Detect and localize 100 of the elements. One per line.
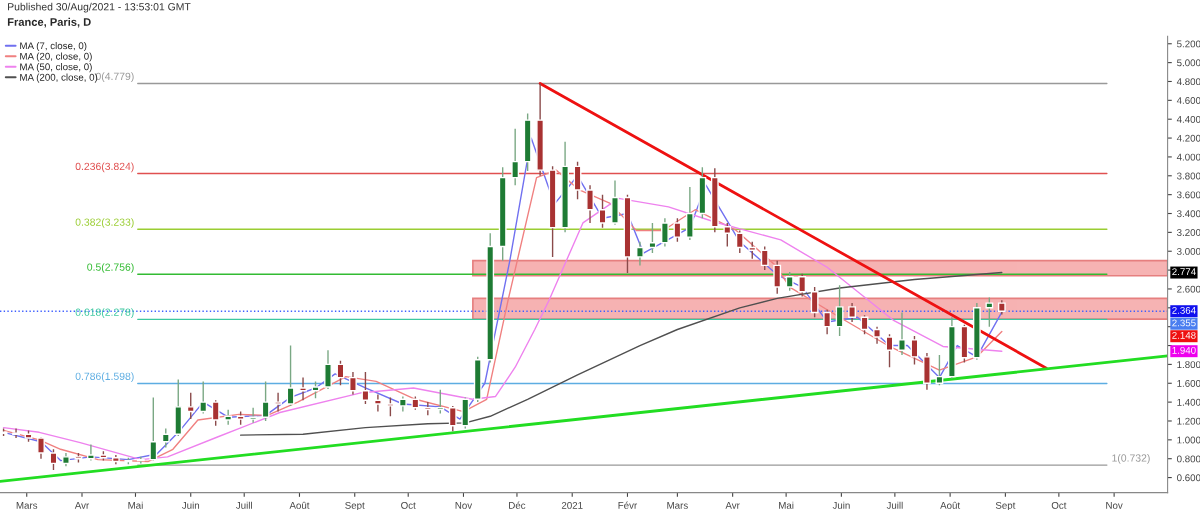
candlestick (810, 286, 819, 318)
x-tick-label: Oct (1051, 501, 1067, 509)
y-tick-label: 4.800 (1176, 78, 1200, 86)
y-tick-label: 5.200 (1177, 40, 1200, 48)
x-tick-label: Mars (667, 502, 688, 509)
candlestick (161, 427, 170, 449)
candlestick (211, 399, 220, 427)
y-tick-label: 1.200 (1177, 417, 1200, 425)
y-tick-label: 3.800 (1177, 172, 1200, 180)
candlestick (848, 302, 856, 323)
candlestick (286, 344, 295, 407)
legend-label: MA (20, close, 0) (20, 52, 92, 62)
candlestick (735, 229, 744, 254)
candlestick (598, 193, 607, 229)
x-tick-label: 2021 (561, 501, 583, 509)
y-tick-label: 3.200 (1177, 229, 1200, 236)
y-tick-label: 3.000 (1177, 247, 1200, 255)
candlestick (87, 443, 95, 462)
candlestick (760, 245, 769, 271)
candlestick (423, 401, 432, 417)
candlestick (511, 127, 520, 186)
candlestick (661, 217, 669, 248)
x-tick-label: Août (289, 501, 310, 509)
text: Published 30/Aug/2021 - 13:53:01 GMT (8, 2, 191, 13)
x-tick-label: Juin (832, 501, 850, 509)
candlestick (835, 284, 844, 337)
y-tick-label: 0.600 (1177, 474, 1200, 482)
candlestick (386, 396, 395, 417)
candlestick (723, 222, 732, 248)
candlestick (573, 160, 582, 201)
candlestick (49, 448, 58, 471)
candlestick (773, 259, 782, 295)
ref-line-label: 0.382(3.233) (75, 218, 134, 228)
y-tick-label: 3.600 (1177, 191, 1200, 199)
y-tick-label: 0.800 (1177, 455, 1200, 463)
y-tick-label: 4.000 (1176, 153, 1200, 161)
candlestick (12, 427, 20, 439)
y-tick-label: 4.200 (1176, 134, 1200, 142)
y-tick-label: 1.600 (1177, 380, 1200, 387)
candlestick (673, 217, 682, 243)
candlestick (648, 222, 657, 254)
x-tick-label: Juill (886, 501, 903, 509)
ref-line-label: 0.5(2.756) (87, 263, 134, 273)
y-tick-label: 3.400 (1177, 210, 1200, 218)
ref-line-label: 1(0.732) (1112, 454, 1150, 464)
x-tick-label: Avr (74, 502, 90, 509)
candlestick (361, 371, 370, 405)
x-tick-label: Mai (128, 501, 143, 509)
candlestick (324, 349, 332, 390)
y-tick-label: 1.000 (1177, 436, 1200, 444)
candlestick (935, 354, 944, 386)
legend-label: MA (50, close, 0) (20, 63, 92, 73)
candlestick (448, 405, 457, 433)
annotation: 2.774 (1172, 268, 1196, 276)
candlestick (299, 376, 307, 401)
candlestick (37, 436, 45, 460)
x-tick-label: Sept (995, 501, 1016, 510)
x-tick-label: Juin (181, 501, 200, 509)
chart-title: France, Paris, D (7, 17, 91, 28)
text: 2.148 (1172, 331, 1196, 339)
ref-line-label: 0.618(2.278) (75, 308, 134, 318)
candlestick (636, 241, 644, 267)
x-tick-label: Mars (16, 502, 38, 509)
candlestick (349, 371, 357, 396)
x-tick-label: Avr (725, 502, 740, 509)
candlestick (798, 273, 807, 298)
annotation: 1.940 (1172, 346, 1196, 354)
x-tick-label: Août (940, 501, 961, 509)
candlestick (436, 389, 445, 415)
y-tick-label: 1.400 (1177, 398, 1200, 406)
candlestick (261, 380, 270, 422)
candlestick (274, 391, 282, 413)
x-tick-label: Juill (235, 501, 252, 509)
candlestick (898, 311, 906, 356)
line-series (239, 271, 1003, 436)
x-tick-label: Sept (345, 501, 365, 510)
candlestick (910, 335, 919, 366)
x-tick-label: Déc (509, 501, 526, 509)
legend-label: MA (7, close, 0) (20, 42, 87, 52)
candlestick (149, 396, 158, 462)
ref-line-label: 0.236(3.824) (75, 162, 134, 173)
y-tick-label: 2.600 (1177, 285, 1200, 293)
y-tick-label: 4.400 (1176, 115, 1200, 123)
ref-line-label: 0.786(1.598) (75, 372, 134, 383)
candlestick (685, 186, 694, 241)
candlestick (249, 407, 258, 424)
candlestick (186, 391, 195, 420)
y-tick-label: 4.600 (1176, 97, 1200, 104)
legend-label: MA (200, close, 0) (20, 73, 98, 83)
annotation: 2.364 (1172, 306, 1196, 314)
text: 2.355 (1172, 319, 1196, 327)
candlestick (374, 393, 382, 413)
candlestick (199, 380, 208, 415)
candlestick (885, 333, 894, 368)
y-tick-label: 1.800 (1177, 361, 1200, 369)
x-tick-label: Nov (1106, 502, 1123, 509)
candlestick (823, 309, 832, 335)
x-tick-label: Mai (779, 501, 794, 509)
candlestick (985, 296, 994, 328)
candlestick (785, 271, 794, 292)
